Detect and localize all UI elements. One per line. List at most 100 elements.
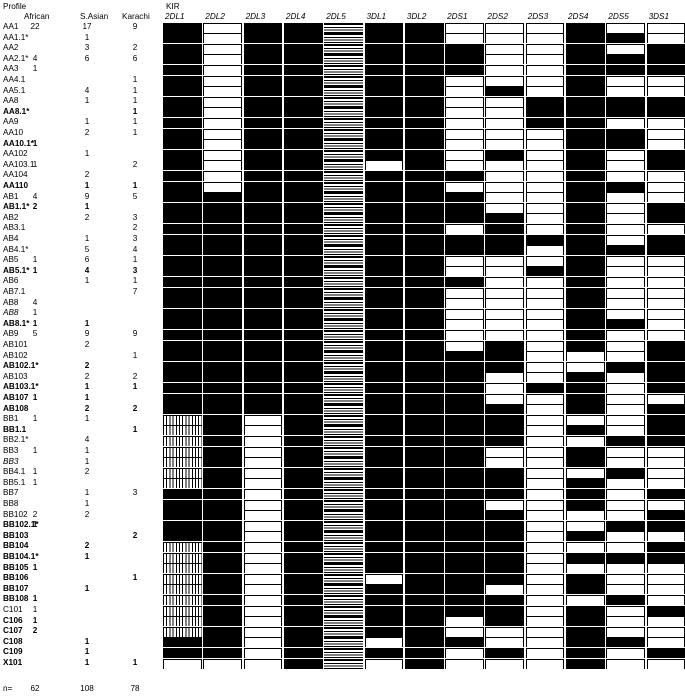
kir-cell-2dl3 [243,319,283,330]
kir-cell-2dl3 [243,276,283,287]
kir-cell-2ds2 [485,382,525,393]
kir-cell-3dl1 [364,499,404,510]
kir-cell-3dl1 [364,107,404,118]
kir-cell-3dl2 [404,520,444,531]
sasian-count: 17 [82,22,92,31]
kir-cell-2ds1 [445,298,484,309]
kir-cell-2dl5 [324,96,363,107]
kir-cell-2ds2 [485,266,525,277]
kir-cell-2dl3 [243,520,283,531]
kir-cell-3ds1 [646,86,685,97]
sasian-total: 108 [80,684,94,693]
kir-cell-2dl3 [243,33,283,44]
karachi-count: 1 [132,75,138,84]
kir-cell-2dl4 [283,647,323,658]
kir-cell-2ds5 [606,372,646,383]
profile-name: X101 [3,658,23,667]
kir-cell-2ds3 [525,139,565,150]
kir-cell-2ds3 [525,149,565,160]
kir-cell-3dl1 [364,86,404,97]
kir-cell-2dl3 [243,531,283,542]
kir-cell-2ds5 [606,393,646,404]
kir-cell-2dl2 [203,573,243,584]
kir-cell-2dl4 [283,531,323,542]
sasian-count: 1 [84,149,90,159]
kir-cell-3ds1 [646,223,685,234]
kir-cell-2dl3 [243,43,283,54]
kir-cell-2ds4 [566,245,605,256]
kir-cell-2dl3 [243,573,283,584]
kir-header: KIR [166,2,180,11]
kir-cell-3dl1 [364,361,404,372]
kir-cell-2ds3 [525,298,565,309]
sasian-count: 2 [84,212,90,222]
kir-cell-2ds2 [485,308,525,319]
kir-cell-2dl5 [324,531,363,542]
kir-cell-3dl1 [364,626,404,637]
karachi-count: 2 [132,530,138,540]
kir-cell-3ds1 [646,531,685,542]
profile-name: AA5.1 [3,85,26,95]
profile-name: BB1.1 [3,424,27,434]
kir-cell-2dl3 [243,382,283,393]
kir-cell-2ds1 [445,372,484,383]
kir-cell-3dl2 [404,541,444,552]
kir-cell-2ds3 [525,488,565,499]
sasian-count: 2 [84,170,90,180]
kir-cell-2dl4 [283,329,323,340]
kir-cell-2ds3 [525,287,565,298]
kir-cell-2ds3 [525,276,565,287]
kir-cell-2dl1 [163,520,202,531]
kir-cell-2ds2 [485,435,525,446]
gene-header-2dl3: 2DL3 [245,12,266,21]
kir-cell-2dl1 [163,128,202,139]
kir-cell-2ds4 [566,584,605,595]
kir-cell-2ds4 [566,43,605,54]
kir-cell-3dl1 [364,308,404,319]
kir-cell-3dl2 [404,287,444,298]
kir-cell-2ds4 [566,499,605,510]
kir-cell-2ds3 [525,43,565,54]
african-count: 1 [32,265,38,275]
kir-cell-2dl4 [283,382,323,393]
kir-cell-2ds5 [606,33,646,44]
kir-cell-2dl2 [203,139,243,150]
kir-cell-3ds1 [646,255,685,266]
kir-cell-2ds3 [525,86,565,97]
kir-cell-3dl1 [364,404,404,415]
kir-cell-2ds1 [445,170,484,181]
kir-cell-2ds4 [566,435,605,446]
kir-cell-2dl1 [163,117,202,128]
kir-cell-2dl1 [163,160,202,171]
kir-cell-2ds4 [566,541,605,552]
kir-cell-3dl1 [364,181,404,192]
kir-cell-2dl2 [203,107,243,118]
african-count: 2 [32,202,38,212]
kir-cell-2dl4 [283,255,323,266]
kir-cell-2ds3 [525,223,565,234]
gene-header-2ds4: 2DS4 [568,12,589,21]
kir-cell-2dl1 [163,605,202,616]
kir-cell-3dl1 [364,213,404,224]
african-header: African [24,12,50,21]
kir-cell-2ds5 [606,457,646,468]
kir-cell-3ds1 [646,573,685,584]
kir-cell-3ds1 [646,107,685,118]
kir-cell-3dl2 [404,234,444,245]
kir-cell-3dl1 [364,425,404,436]
kir-cell-3ds1 [646,202,685,213]
kir-cell-3ds1 [646,213,685,224]
kir-cell-3ds1 [646,616,685,627]
african-count: 1 [32,520,38,530]
kir-cell-2ds5 [606,234,646,245]
kir-cell-2ds3 [525,552,565,563]
profile-name: AB1.1* [3,202,30,212]
kir-cell-3dl1 [364,319,404,330]
kir-cell-2dl5 [324,192,363,203]
kir-cell-2dl4 [283,478,323,489]
kir-cell-2ds2 [485,96,525,107]
kir-cell-2ds1 [445,351,484,362]
kir-cell-2ds1 [445,594,484,605]
gene-header-2dl4: 2DL4 [285,12,306,21]
kir-cell-2dl3 [243,64,283,75]
